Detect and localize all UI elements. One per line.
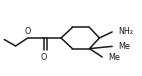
Text: Me: Me (118, 42, 130, 51)
Text: O: O (25, 27, 31, 36)
Text: NH₂: NH₂ (118, 27, 133, 36)
Text: O: O (41, 53, 47, 61)
Text: Me: Me (108, 53, 120, 61)
